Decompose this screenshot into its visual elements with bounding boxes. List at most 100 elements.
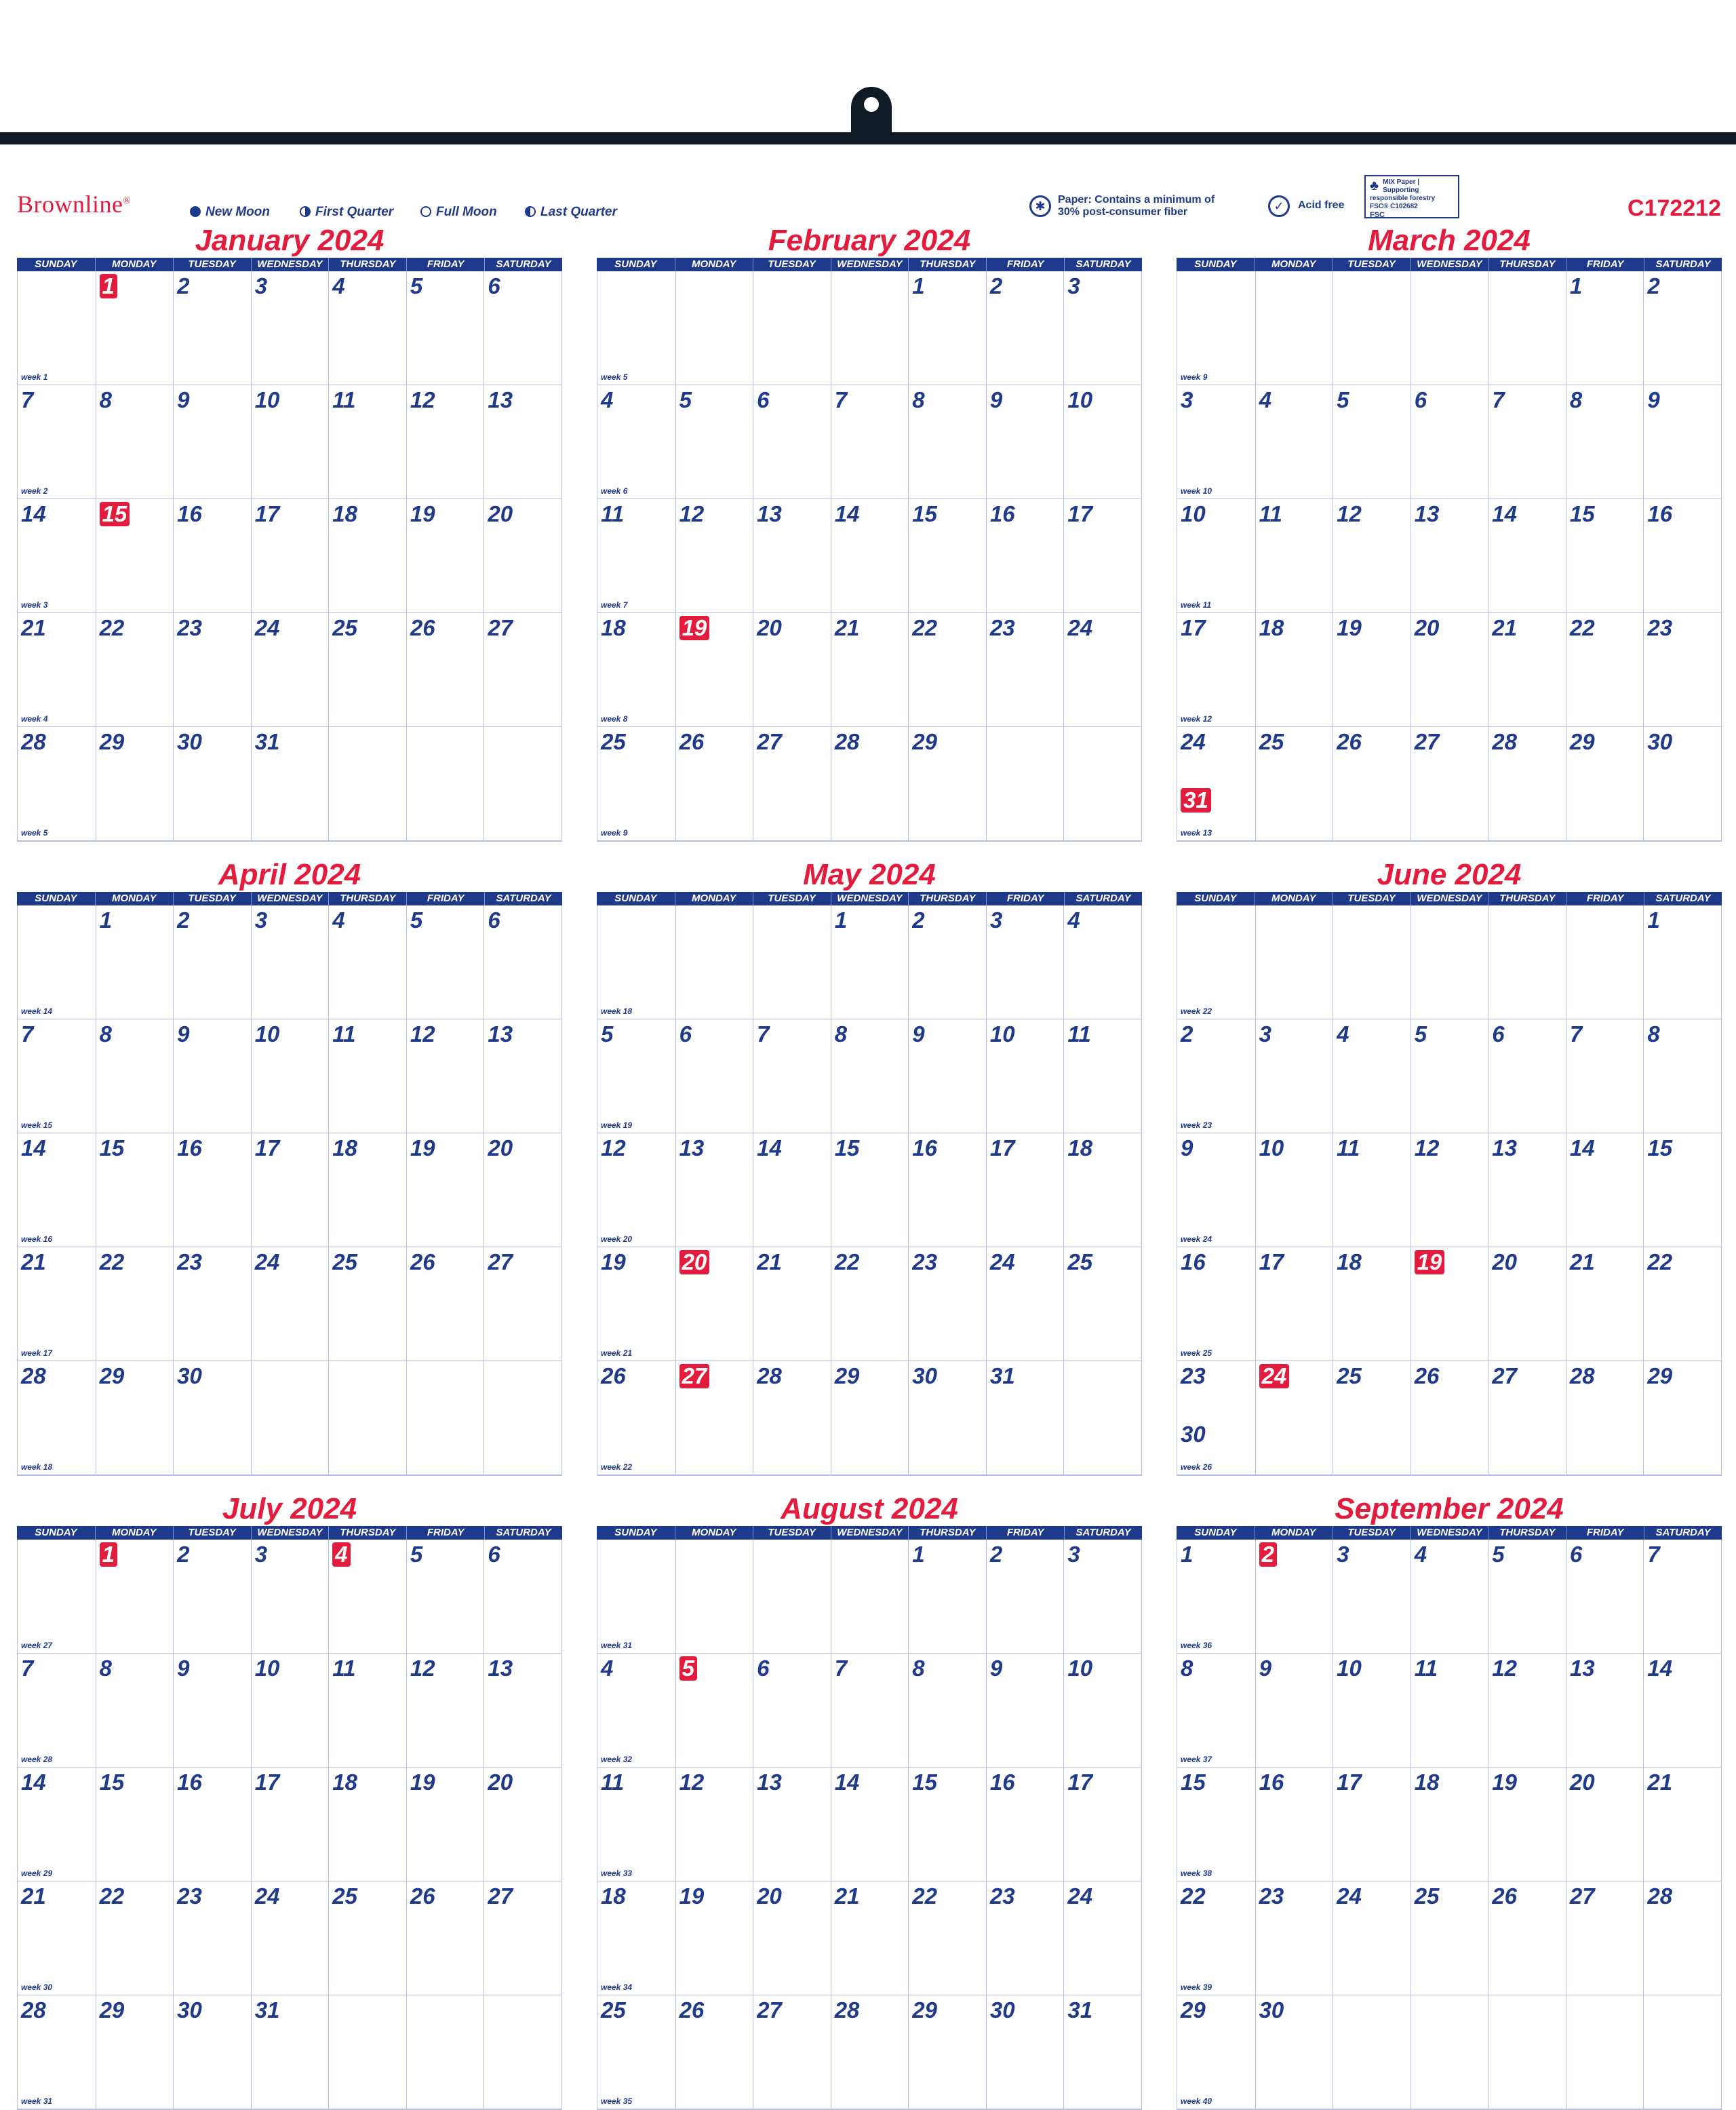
day-cell[interactable]: 22 week 39 <box>1177 1881 1255 1995</box>
day-cell[interactable]: 11 <box>1255 499 1333 613</box>
day-cell[interactable]: 11 <box>1063 1019 1141 1133</box>
day-cell[interactable]: 2 <box>173 271 251 385</box>
day-cell[interactable]: 7 week 2 <box>18 385 96 499</box>
day-cell[interactable] <box>484 727 561 841</box>
day-cell[interactable]: 16 <box>173 1133 251 1247</box>
day-cell[interactable]: 8 <box>1643 1019 1721 1133</box>
day-cell[interactable]: 4 <box>1410 1540 1488 1654</box>
day-cell[interactable]: 27 <box>1410 727 1488 841</box>
day-cell[interactable]: 4 <box>328 1540 406 1654</box>
day-cell[interactable] <box>1565 1995 1644 2109</box>
day-cell[interactable] <box>1488 905 1566 1019</box>
day-cell[interactable]: 21 <box>830 613 909 727</box>
day-cell[interactable]: week 27 <box>18 1540 96 1654</box>
day-cell[interactable]: 2 <box>985 271 1064 385</box>
day-cell[interactable]: 2 <box>985 1540 1064 1654</box>
day-cell[interactable]: week 1 <box>18 271 96 385</box>
day-cell[interactable]: 16 <box>985 499 1064 613</box>
day-cell[interactable]: 14 <box>1565 1133 1644 1247</box>
day-cell[interactable] <box>484 1361 561 1475</box>
day-cell[interactable]: 28 <box>1488 727 1566 841</box>
day-cell[interactable]: 21 <box>753 1247 831 1361</box>
day-cell[interactable]: 1 <box>1565 271 1644 385</box>
day-cell[interactable]: 5 <box>1333 385 1410 499</box>
day-cell[interactable]: 9 <box>173 1019 251 1133</box>
day-cell[interactable]: 24 <box>1255 1361 1333 1475</box>
day-cell[interactable]: 10 <box>1063 1654 1141 1767</box>
day-cell[interactable] <box>985 727 1064 841</box>
day-cell[interactable]: 4 week 6 <box>597 385 675 499</box>
day-cell[interactable]: 15 <box>1565 499 1644 613</box>
day-cell[interactable]: 16 <box>908 1133 986 1247</box>
day-cell[interactable]: 11 <box>328 385 406 499</box>
day-cell[interactable]: 14 week 29 <box>18 1767 96 1881</box>
day-cell[interactable]: 17 <box>1255 1247 1333 1361</box>
day-cell[interactable]: 1 <box>908 1540 986 1654</box>
day-cell[interactable]: 12 week 20 <box>597 1133 675 1247</box>
day-cell[interactable]: 25 week 35 <box>597 1995 675 2109</box>
day-cell[interactable]: 4 <box>328 905 406 1019</box>
day-cell[interactable]: 12 <box>406 385 484 499</box>
day-cell[interactable]: 4 <box>1063 905 1141 1019</box>
day-cell[interactable]: 8 <box>908 1654 986 1767</box>
day-cell[interactable] <box>1565 905 1644 1019</box>
day-cell[interactable] <box>1333 905 1410 1019</box>
day-cell[interactable]: 29 <box>830 1361 909 1475</box>
day-cell[interactable]: 5 <box>675 1654 753 1767</box>
day-cell[interactable] <box>328 1995 406 2109</box>
day-cell[interactable]: 30 <box>173 1995 251 2109</box>
day-cell[interactable]: 26 <box>1333 727 1410 841</box>
day-cell[interactable]: 8 week 37 <box>1177 1654 1255 1767</box>
day-cell[interactable] <box>1255 271 1333 385</box>
day-cell[interactable]: 25 <box>1333 1361 1410 1475</box>
day-cell[interactable]: 23 30 week 26 <box>1177 1361 1255 1475</box>
day-cell[interactable] <box>1333 1995 1410 2109</box>
day-cell[interactable]: 21 <box>1488 613 1566 727</box>
day-cell[interactable]: week 9 <box>1177 271 1255 385</box>
day-cell[interactable] <box>830 1540 909 1654</box>
day-cell[interactable] <box>406 727 484 841</box>
day-cell[interactable]: 25 <box>1063 1247 1141 1361</box>
day-cell[interactable]: 26 <box>406 1881 484 1995</box>
day-cell[interactable]: 13 <box>1410 499 1488 613</box>
day-cell[interactable]: 22 <box>1643 1247 1721 1361</box>
day-cell[interactable]: 7 <box>753 1019 831 1133</box>
day-cell[interactable]: 13 <box>484 1654 561 1767</box>
day-cell[interactable]: 11 <box>1410 1654 1488 1767</box>
day-cell[interactable]: 10 <box>1255 1133 1333 1247</box>
day-cell[interactable] <box>753 1540 831 1654</box>
day-cell[interactable]: 29 <box>95 1361 174 1475</box>
day-cell[interactable]: 10 <box>1333 1654 1410 1767</box>
day-cell[interactable]: 24 <box>250 613 329 727</box>
day-cell[interactable] <box>1488 1995 1566 2109</box>
day-cell[interactable]: 30 <box>908 1361 986 1475</box>
day-cell[interactable]: 17 <box>250 1133 329 1247</box>
day-cell[interactable]: 25 <box>328 1247 406 1361</box>
day-cell[interactable] <box>1255 905 1333 1019</box>
day-cell[interactable]: 27 <box>484 1247 561 1361</box>
day-cell[interactable]: 17 <box>250 1767 329 1881</box>
day-cell[interactable]: 28 week 18 <box>18 1361 96 1475</box>
day-cell[interactable]: 12 <box>406 1019 484 1133</box>
day-cell[interactable]: 5 <box>406 1540 484 1654</box>
day-cell[interactable]: 19 <box>1488 1767 1566 1881</box>
day-cell[interactable]: 22 <box>1565 613 1644 727</box>
day-cell[interactable]: 20 <box>484 1133 561 1247</box>
day-cell[interactable]: 27 <box>484 613 561 727</box>
day-cell[interactable]: 12 <box>675 499 753 613</box>
day-cell[interactable]: 23 <box>173 1247 251 1361</box>
day-cell[interactable]: 16 <box>173 499 251 613</box>
day-cell[interactable]: 9 <box>985 1654 1064 1767</box>
day-cell[interactable]: 10 <box>985 1019 1064 1133</box>
day-cell[interactable]: 2 <box>1643 271 1721 385</box>
day-cell[interactable]: 5 <box>406 905 484 1019</box>
day-cell[interactable]: 1 <box>95 905 174 1019</box>
day-cell[interactable]: 22 <box>95 1247 174 1361</box>
day-cell[interactable]: 22 <box>95 1881 174 1995</box>
day-cell[interactable]: 7 <box>1565 1019 1644 1133</box>
day-cell[interactable]: 20 <box>1565 1767 1644 1881</box>
day-cell[interactable]: 16 week 25 <box>1177 1247 1255 1361</box>
day-cell[interactable]: 6 <box>753 1654 831 1767</box>
day-cell[interactable]: 13 <box>675 1133 753 1247</box>
day-cell[interactable]: 18 <box>328 1133 406 1247</box>
